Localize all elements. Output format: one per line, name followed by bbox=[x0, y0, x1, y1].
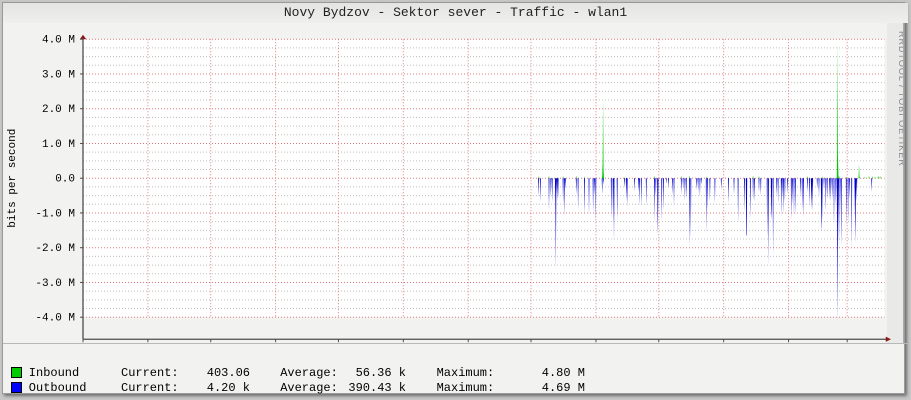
svg-text:2.0 M: 2.0 M bbox=[42, 104, 75, 116]
svg-text:4.0 M: 4.0 M bbox=[42, 35, 75, 47]
svg-text:-3.0 M: -3.0 M bbox=[35, 278, 75, 290]
svg-text:-1.0 M: -1.0 M bbox=[35, 208, 75, 220]
svg-text:bits per second: bits per second bbox=[7, 129, 19, 228]
svg-text:-4.0 M: -4.0 M bbox=[35, 313, 75, 325]
svg-text:1.0 M: 1.0 M bbox=[42, 139, 75, 151]
svg-text:0.0: 0.0 bbox=[55, 174, 75, 186]
svg-text:3.0 M: 3.0 M bbox=[42, 69, 75, 81]
svg-text:-2.0 M: -2.0 M bbox=[35, 243, 75, 255]
